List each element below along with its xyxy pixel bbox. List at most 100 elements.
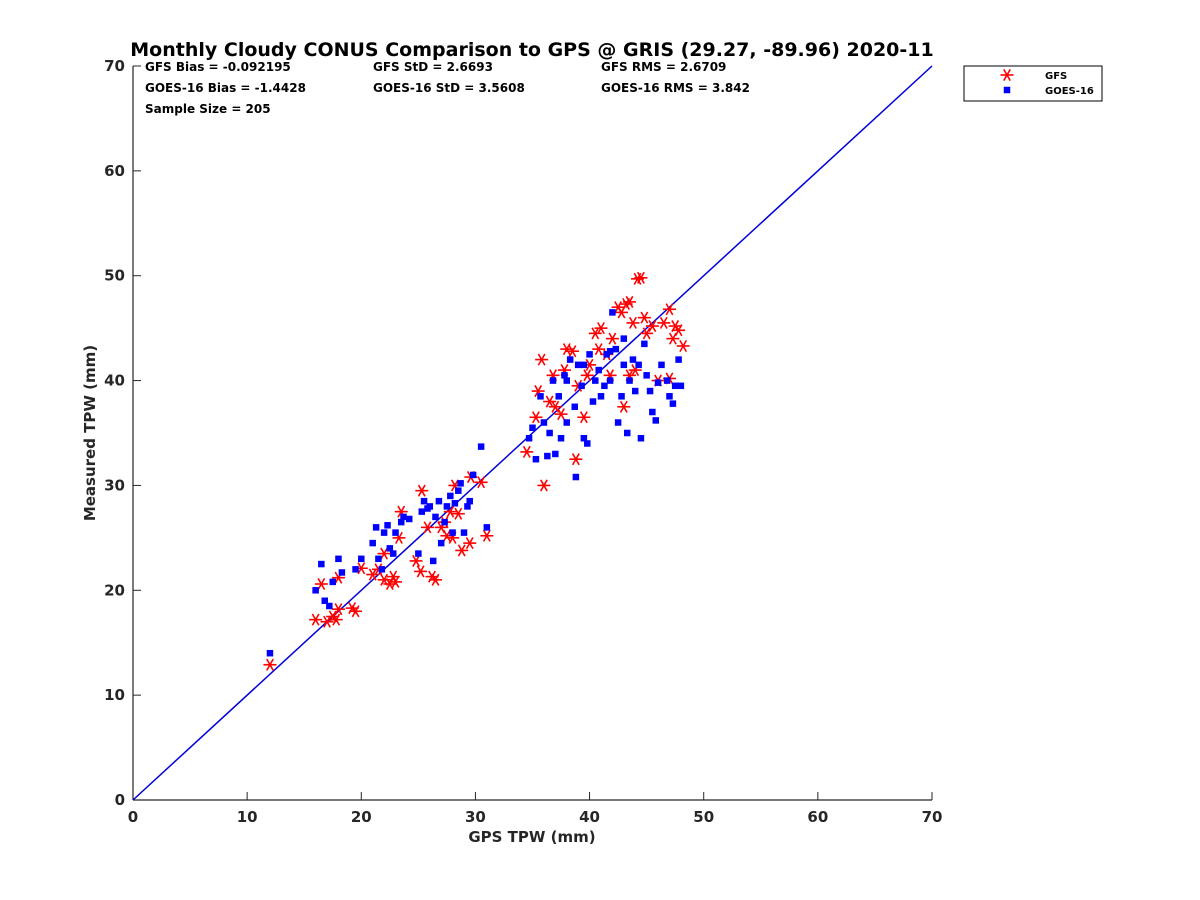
goes-16-point xyxy=(620,361,628,369)
gfs-point xyxy=(331,603,345,616)
legend-asterisk xyxy=(1000,68,1014,82)
stats-annotations: GFS Bias = -0.092195 GFS StD = 2.6693 GF… xyxy=(145,60,750,116)
chart-title: Monthly Cloudy CONUS Comparison to GPS @… xyxy=(130,39,933,61)
legend-gfs-label: GFS xyxy=(1045,71,1067,82)
gfs-point xyxy=(309,613,323,626)
goes-16-point xyxy=(631,387,639,395)
series-goes-16 xyxy=(266,309,685,657)
gfs-point xyxy=(451,507,465,520)
goes-16-point xyxy=(580,361,588,369)
goes-16-point xyxy=(372,524,380,531)
axes: 0 10 20 30 40 50 60 70 0 10 20 30 40 50 60 70 xyxy=(104,57,942,826)
goes-16-point xyxy=(457,480,464,487)
gfs-point xyxy=(554,408,568,421)
goes-16-point xyxy=(437,539,445,547)
goes-16-point xyxy=(358,555,365,563)
goes-16-point xyxy=(606,377,614,384)
goes-16-point xyxy=(643,372,650,379)
gfs-point xyxy=(548,400,562,413)
y-axis-label: Measured TPW (mm) xyxy=(81,345,99,521)
gfs-point xyxy=(420,521,434,534)
goes-16-point xyxy=(578,382,585,390)
goes-16-point xyxy=(563,419,570,426)
goes-16-point xyxy=(451,500,459,507)
goes-16-point xyxy=(415,550,422,557)
goes-16-point xyxy=(618,393,625,400)
goes-16-point xyxy=(566,356,574,363)
y-tick-label: 30 xyxy=(104,476,125,494)
goes-16-point xyxy=(378,566,386,573)
gfs-point xyxy=(320,615,334,628)
y-tick-label: 50 xyxy=(104,267,125,285)
goes-16-point xyxy=(380,529,388,536)
gfs-point xyxy=(645,320,659,333)
goes-16-point xyxy=(677,382,685,390)
gfs-point xyxy=(565,345,579,358)
goes-16-point xyxy=(635,361,642,369)
goes-16-point xyxy=(389,550,397,557)
y-tick-label: 70 xyxy=(104,57,125,75)
goes-16-point xyxy=(441,518,448,526)
goes-16-point xyxy=(623,429,631,437)
goes-16-point xyxy=(641,340,648,348)
y-tick-label: 60 xyxy=(104,162,125,180)
gfs-point xyxy=(672,324,686,337)
goes-16-point xyxy=(589,398,597,405)
gfs-point xyxy=(409,554,423,567)
goes-16-point xyxy=(352,566,359,573)
stat-gfs-std: GFS StD = 2.6693 xyxy=(373,60,493,74)
one-to-one-line xyxy=(132,65,933,801)
stat-gfs-rms: GFS RMS = 2.6709 xyxy=(601,60,726,74)
goes-16-point xyxy=(329,578,336,586)
gfs-point xyxy=(569,453,583,466)
goes-16-point xyxy=(369,539,376,547)
stat-goes-bias: GOES-16 Bias = -1.4428 xyxy=(145,81,306,95)
stat-goes-std: GOES-16 StD = 3.5608 xyxy=(373,81,525,95)
goes-16-point xyxy=(443,503,451,510)
gfs-point xyxy=(414,565,428,578)
gfs-point xyxy=(623,295,637,308)
gfs-point xyxy=(480,529,494,542)
goes-16-point xyxy=(326,602,333,610)
gfs-point xyxy=(463,537,477,550)
stat-goes-rms: GOES-16 RMS = 3.842 xyxy=(601,81,750,95)
gfs-point xyxy=(389,575,403,588)
y-tick-label: 10 xyxy=(104,686,125,704)
gfs-point xyxy=(640,327,654,340)
goes-16-point xyxy=(469,471,477,479)
goes-16-point xyxy=(386,545,394,552)
gfs-point xyxy=(580,369,594,382)
goes-16-point xyxy=(675,356,682,363)
goes-16-point xyxy=(666,393,673,400)
goes-16-point xyxy=(572,473,580,481)
goes-16-point xyxy=(629,356,637,363)
goes-16-point xyxy=(601,382,608,390)
y-tick-label: 20 xyxy=(104,581,125,599)
gfs-point xyxy=(474,476,488,489)
goes-16-point xyxy=(649,408,656,416)
goes-16-point xyxy=(592,377,599,384)
x-tick-label: 40 xyxy=(579,808,600,826)
gfs-point xyxy=(428,573,442,586)
goes-16-point xyxy=(654,379,662,386)
goes-16-point xyxy=(637,434,645,442)
x-tick-label: 30 xyxy=(465,808,486,826)
goes-16-point xyxy=(483,524,491,531)
goes-16-point xyxy=(321,597,329,605)
goes-16-point xyxy=(549,377,557,384)
goes-16-point xyxy=(537,393,544,400)
goes-16-point xyxy=(529,424,536,432)
gfs-point xyxy=(455,544,469,557)
goes-16-point xyxy=(266,649,274,657)
goes-16-point xyxy=(405,515,413,523)
x-tick-label: 10 xyxy=(237,808,258,826)
x-tick-label: 50 xyxy=(693,808,714,826)
legend-goes-marker xyxy=(1003,86,1011,94)
goes-16-point xyxy=(449,529,456,536)
x-tick-label: 0 xyxy=(128,808,138,826)
gfs-point xyxy=(594,322,608,335)
goes-16-point xyxy=(597,393,605,400)
goes-16-point xyxy=(525,434,533,442)
